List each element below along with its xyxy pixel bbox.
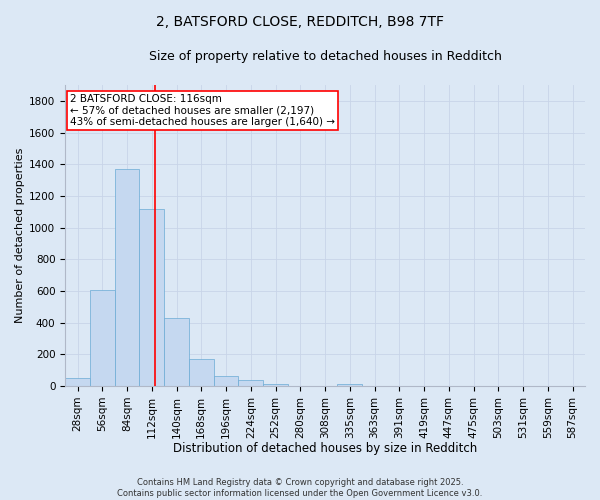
Text: 2 BATSFORD CLOSE: 116sqm
← 57% of detached houses are smaller (2,197)
43% of sem: 2 BATSFORD CLOSE: 116sqm ← 57% of detach… xyxy=(70,94,335,127)
Text: Contains HM Land Registry data © Crown copyright and database right 2025.
Contai: Contains HM Land Registry data © Crown c… xyxy=(118,478,482,498)
Bar xyxy=(139,208,164,386)
Bar xyxy=(189,359,214,386)
Bar xyxy=(164,318,189,386)
Text: 2, BATSFORD CLOSE, REDDITCH, B98 7TF: 2, BATSFORD CLOSE, REDDITCH, B98 7TF xyxy=(156,15,444,29)
Bar xyxy=(337,384,362,386)
Title: Size of property relative to detached houses in Redditch: Size of property relative to detached ho… xyxy=(149,50,502,63)
Bar xyxy=(90,290,115,386)
Bar xyxy=(115,169,139,386)
Bar xyxy=(263,384,288,386)
Bar xyxy=(65,378,90,386)
Bar xyxy=(238,380,263,386)
Bar xyxy=(214,376,238,386)
Y-axis label: Number of detached properties: Number of detached properties xyxy=(15,148,25,323)
X-axis label: Distribution of detached houses by size in Redditch: Distribution of detached houses by size … xyxy=(173,442,477,455)
